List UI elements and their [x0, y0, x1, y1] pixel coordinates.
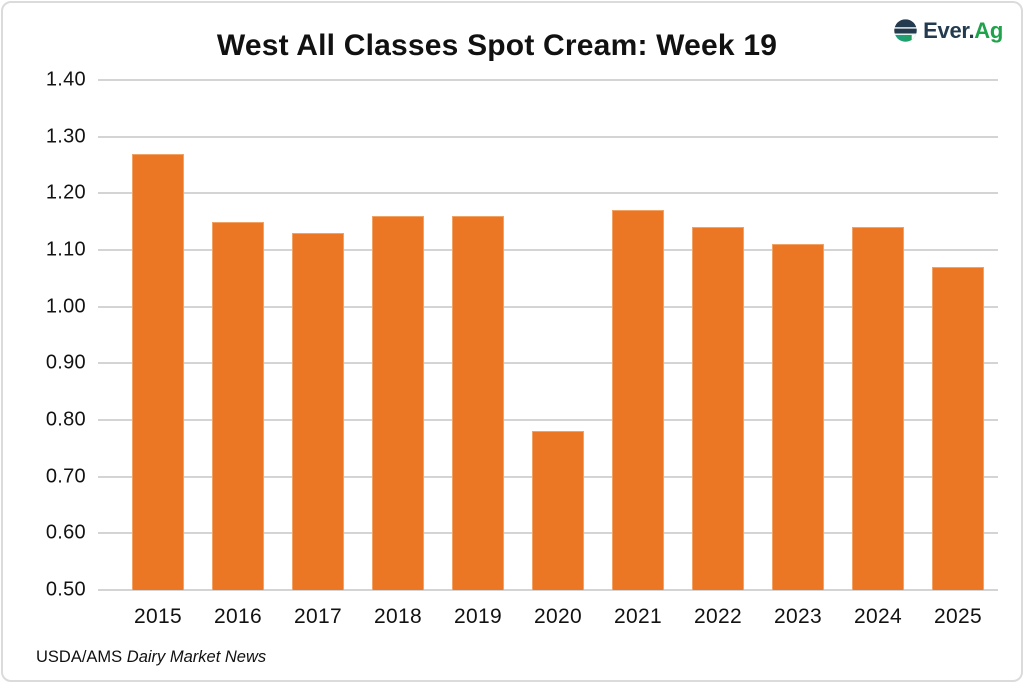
x-tick-label-2020: 2020: [534, 605, 582, 628]
x-axis-labels: 2015 2016 2017 2018 2019 2020 2021 2022 2023 2024…: [98, 597, 998, 637]
y-tick-label: 1.00: [45, 295, 86, 318]
plot-area: [98, 79, 998, 591]
y-tick-label: 0.70: [45, 465, 86, 488]
bar-2017: [291, 233, 345, 590]
gridline-1.00: [98, 305, 998, 308]
bar-band-2025: [918, 80, 998, 590]
bar-2020: [531, 431, 585, 590]
bar-2024: [851, 227, 905, 590]
x-tick-label-2018: 2018: [374, 605, 422, 628]
gridline-0.50: [98, 589, 998, 591]
bar-band-2019: [438, 80, 518, 590]
bar-2023: [771, 244, 825, 590]
bar-band-2020: [518, 80, 598, 590]
bar-2015: [131, 153, 185, 590]
bar-2025: [931, 267, 985, 590]
bar-band-2023: [758, 80, 838, 590]
logo-text-ever: Ever.: [923, 17, 975, 43]
chart-title: West All Classes Spot Cream: Week 19: [216, 29, 778, 62]
x-tick-label-2019: 2019: [454, 605, 502, 628]
bar-band-2024: [838, 80, 918, 590]
bar-band-2016: [198, 80, 278, 590]
y-tick-label: 0.50: [45, 578, 86, 601]
y-tick-label: 0.90: [45, 351, 86, 374]
everag-logo-icon: [894, 19, 917, 42]
y-tick-label: 1.10: [45, 238, 86, 261]
x-tick-label-2021: 2021: [614, 605, 662, 628]
bar-2022: [691, 227, 745, 590]
source-publication: Dairy Market News: [126, 648, 267, 666]
gridline-1.30: [98, 135, 998, 138]
gridline-0.90: [98, 362, 998, 365]
x-tick-label-2015: 2015: [134, 605, 182, 628]
y-tick-label: 1.30: [45, 125, 86, 148]
bar-band-2015: [118, 80, 198, 590]
x-tick-label-2023: 2023: [774, 605, 822, 628]
x-tick-label-2017: 2017: [294, 605, 342, 628]
bar-band-2018: [358, 80, 438, 590]
x-tick-label-2025: 2025: [934, 605, 982, 628]
y-tick-label: 1.40: [45, 68, 86, 91]
bar-band-2021: [598, 80, 678, 590]
bar-2019: [451, 216, 505, 590]
bar-series: [98, 80, 998, 590]
bar-2016: [211, 221, 265, 590]
everag-logo: Ever.Ag: [892, 17, 1003, 44]
everag-logo-text: Ever.Ag: [923, 18, 1003, 44]
source-prefix: USDA/AMS: [36, 648, 127, 666]
gridline-0.80: [98, 419, 998, 421]
x-tick-label-2022: 2022: [694, 605, 742, 628]
y-tick-label: 1.20: [45, 181, 86, 204]
gridline-1.20: [98, 192, 998, 195]
gridline-1.40: [98, 79, 998, 81]
x-tick-label-2016: 2016: [214, 605, 262, 628]
bar-2018: [371, 216, 425, 590]
bar-band-2017: [278, 80, 358, 590]
y-axis-labels: 1.40 1.30 1.20 1.10 1.00 0.90 0.80 0.70 0.60 0.50: [3, 69, 86, 601]
x-tick-label-2024: 2024: [854, 605, 902, 628]
source-note: USDA/AMS Dairy Market News: [36, 648, 266, 667]
bar-2021: [611, 210, 665, 590]
y-tick-label: 0.60: [45, 521, 86, 544]
bar-band-2022: [678, 80, 758, 590]
y-tick-label: 0.80: [45, 408, 86, 431]
logo-text-ag: Ag: [974, 17, 1003, 43]
gridline-1.10: [98, 249, 998, 251]
